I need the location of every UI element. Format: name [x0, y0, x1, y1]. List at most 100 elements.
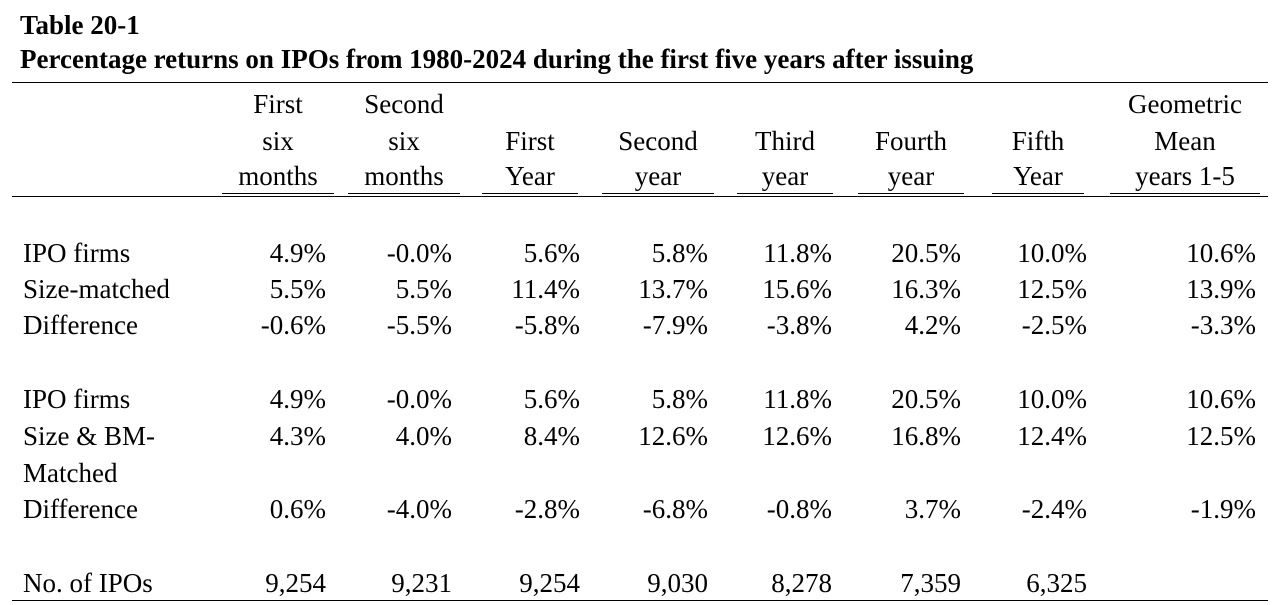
table-cell: -2.5%	[1021, 310, 1087, 340]
table-row: IPO firms 4.9% -0.0% 5.6% 5.8% 11.8% 20.…	[0, 381, 1288, 418]
header-line: year	[737, 160, 833, 194]
table-cell: -0.0%	[386, 238, 452, 268]
header-line: years 1-5	[1110, 160, 1260, 194]
table-cell: 12.4%	[1017, 421, 1087, 451]
table-cell: 3.7%	[904, 494, 961, 524]
header-line: Second	[618, 126, 698, 156]
table-cell: 9,254	[265, 568, 326, 598]
table-cell: 13.7%	[638, 274, 708, 304]
table-cell: 4.3%	[269, 421, 326, 451]
table-cell: 9,030	[647, 568, 708, 598]
table-cell: 9,231	[391, 568, 452, 598]
table-cell: 4.9%	[269, 238, 326, 268]
table-cell: 5.5%	[395, 274, 452, 304]
column-header-second-year: Second year	[602, 86, 714, 194]
table-cell: 16.8%	[891, 421, 961, 451]
bottom-rule	[12, 600, 1268, 601]
column-header-fourth-year: Fourth year	[858, 86, 964, 194]
table-cell: 11.8%	[763, 238, 832, 268]
header-line	[482, 86, 578, 123]
header-line: Year	[482, 160, 578, 194]
table-cell: 10.6%	[1186, 384, 1256, 414]
table-row: IPO firms 4.9% -0.0% 5.6% 5.8% 11.8% 20.…	[0, 235, 1288, 272]
table-cell: 16.3%	[891, 274, 961, 304]
table-cell: 12.5%	[1186, 421, 1256, 451]
row-label: IPO firms	[23, 238, 131, 268]
table-number: Table 20-1	[20, 10, 140, 40]
table-cell: -3.8%	[766, 310, 832, 340]
header-line: Geometric	[1128, 89, 1242, 119]
header-line: Third	[755, 126, 815, 156]
table-cell: -5.8%	[514, 310, 580, 340]
column-header-fifth-year: Fifth Year	[992, 86, 1084, 194]
column-header-second-six-months: Second six months	[348, 86, 460, 194]
table-cell: 5.8%	[651, 384, 708, 414]
table-row: Size-matched 5.5% 5.5% 11.4% 13.7% 15.6%…	[0, 271, 1288, 308]
table-cell: -0.8%	[766, 494, 832, 524]
column-header-geometric-mean: Geometric Mean years 1-5	[1110, 86, 1260, 194]
table-cell: -7.9%	[642, 310, 708, 340]
table-cell: 10.0%	[1017, 238, 1087, 268]
table-title: Table 20-1 Percentage returns on IPOs fr…	[20, 8, 1270, 76]
header-line: months	[222, 160, 334, 194]
table-cell: -2.4%	[1021, 494, 1087, 524]
header-line: Fourth	[874, 126, 947, 156]
header-line: First	[253, 89, 303, 119]
table-cell: 20.5%	[891, 238, 961, 268]
header-rule	[12, 196, 1268, 197]
row-label: Difference	[23, 494, 138, 524]
row-label: IPO firms	[23, 384, 131, 414]
table-cell: 12.6%	[762, 421, 832, 451]
row-label-line: Matched	[23, 458, 118, 488]
header-line	[992, 86, 1084, 123]
table-row: No. of IPOs 9,254 9,231 9,254 9,030 8,27…	[0, 565, 1288, 602]
row-label: Size & BM- Matched	[23, 418, 155, 492]
table-cell: 10.0%	[1017, 384, 1087, 414]
header-line: Second	[364, 89, 444, 119]
table-cell: -5.5%	[386, 310, 452, 340]
column-header-first-year: First Year	[482, 86, 578, 194]
table-cell: -6.8%	[642, 494, 708, 524]
table-cell: 5.6%	[523, 384, 580, 414]
row-label: Difference	[23, 310, 138, 340]
header-line	[858, 86, 964, 123]
table-cell: 9,254	[519, 568, 580, 598]
table-cell: 5.6%	[523, 238, 580, 268]
table-cell: -0.6%	[260, 310, 326, 340]
header-line: six	[388, 126, 420, 156]
table-cell: 0.6%	[269, 494, 326, 524]
row-label-line: Size & BM-	[23, 421, 155, 451]
header-line: Fifth	[1011, 126, 1065, 156]
top-rule	[12, 82, 1268, 83]
table-cell: 12.5%	[1017, 274, 1087, 304]
table-cell: 11.8%	[763, 384, 832, 414]
column-header-first-six-months: First six months	[222, 86, 334, 194]
table-cell: 11.4%	[511, 274, 580, 304]
header-line: Year	[992, 160, 1084, 194]
row-label: Size-matched	[23, 274, 170, 304]
column-header-third-year: Third year	[737, 86, 833, 194]
table-cell: 13.9%	[1186, 274, 1256, 304]
table-cell: -3.3%	[1190, 310, 1256, 340]
table-cell: 8,278	[771, 568, 832, 598]
header-line: year	[858, 160, 964, 194]
table-cell: 5.8%	[651, 238, 708, 268]
table-cell: 10.6%	[1186, 238, 1256, 268]
header-line: year	[602, 160, 714, 194]
table-cell: 15.6%	[762, 274, 832, 304]
table-cell: 6,325	[1026, 568, 1087, 598]
header-line: First	[505, 126, 555, 156]
table-cell: 4.2%	[904, 310, 961, 340]
table-cell: 4.9%	[269, 384, 326, 414]
header-line	[737, 86, 833, 123]
table-cell: 8.4%	[523, 421, 580, 451]
table-cell: 7,359	[900, 568, 961, 598]
table-cell: -0.0%	[386, 384, 452, 414]
table-caption: Percentage returns on IPOs from 1980-202…	[20, 44, 974, 74]
header-line	[602, 86, 714, 123]
table-cell: -1.9%	[1190, 494, 1256, 524]
table-cell: 5.5%	[269, 274, 326, 304]
table-row: Difference -0.6% -5.5% -5.8% -7.9% -3.8%…	[0, 307, 1288, 344]
table-cell: -4.0%	[386, 494, 452, 524]
table-row: Difference 0.6% -4.0% -2.8% -6.8% -0.8% …	[0, 491, 1288, 528]
